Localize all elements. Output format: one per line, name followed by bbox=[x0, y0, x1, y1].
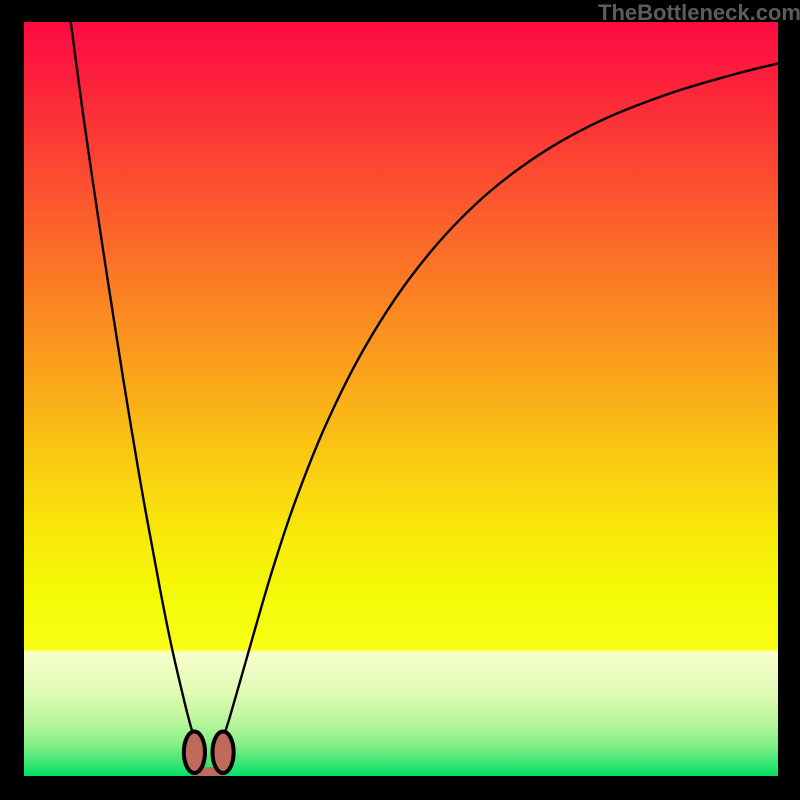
curve-right-branch bbox=[223, 63, 778, 738]
border-left bbox=[0, 0, 24, 800]
border-bottom bbox=[0, 776, 800, 800]
border-right bbox=[778, 0, 800, 800]
curve-svg bbox=[24, 22, 778, 776]
chart-stage: TheBottleneck.com bbox=[0, 0, 800, 800]
watermark-text: TheBottleneck.com bbox=[598, 0, 800, 26]
marker-right bbox=[213, 732, 234, 773]
marker-left bbox=[184, 732, 205, 773]
curve-left-branch bbox=[71, 22, 195, 738]
plot-area bbox=[24, 22, 778, 776]
